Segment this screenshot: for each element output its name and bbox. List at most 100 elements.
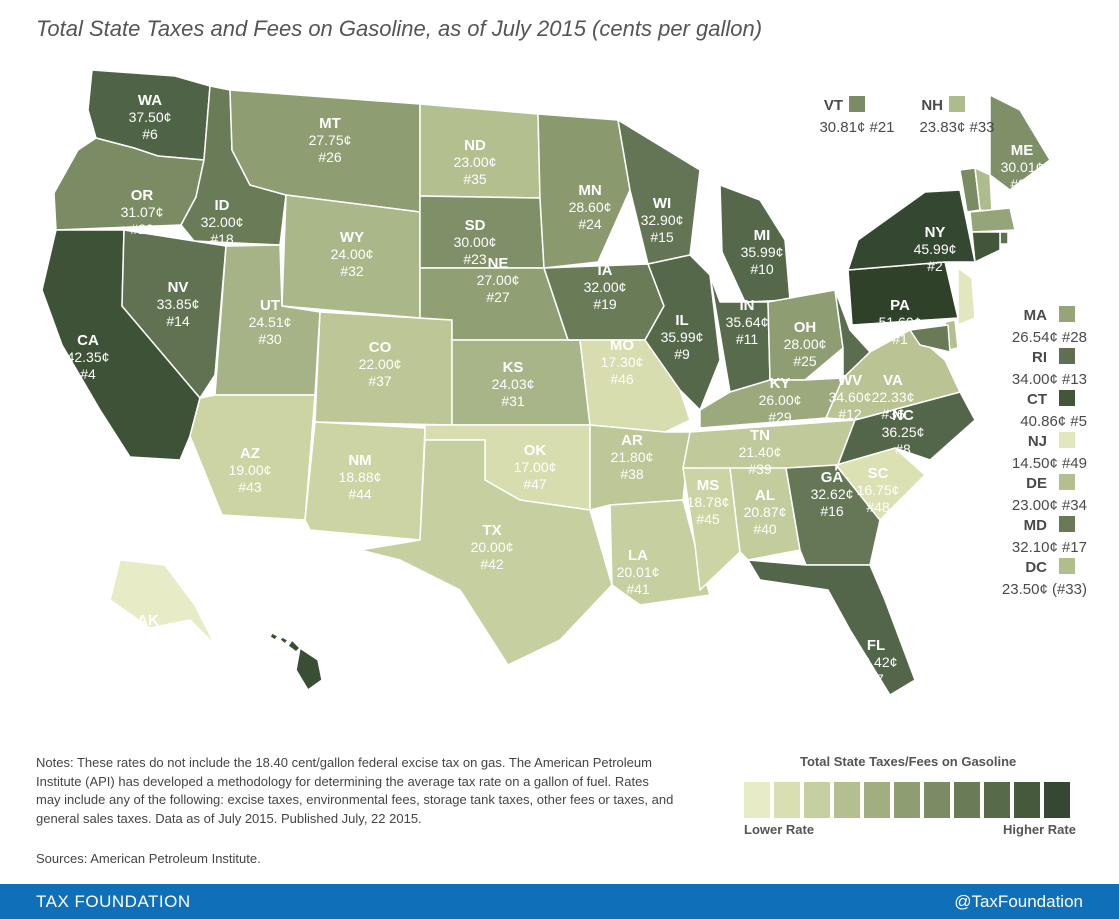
callout-swatch-nj xyxy=(1059,432,1075,448)
sources-text: Sources: American Petroleum Institute. xyxy=(36,851,261,866)
legend-swatch-5 xyxy=(864,782,890,818)
callout-swatch-ma xyxy=(1059,306,1075,322)
state-va xyxy=(825,329,961,421)
callout-value-md: 32.10¢ #17 xyxy=(1012,539,1087,556)
state-value-sd: 30.00¢ xyxy=(454,234,497,250)
legend-title: Total State Taxes/Fees on Gasoline xyxy=(800,754,1017,769)
state-value-ut: 24.51¢ xyxy=(249,314,292,330)
state-md xyxy=(909,324,951,353)
state-value-ca: 42.35¢ xyxy=(67,349,110,365)
callout-label-nh: NH xyxy=(921,97,943,114)
state-rank-mn: #24 xyxy=(578,216,602,232)
legend-swatch-10 xyxy=(1014,782,1040,818)
state-label-ar: AR xyxy=(621,432,643,449)
state-label-la: LA xyxy=(628,547,648,564)
state-value-hi: 45.10¢ xyxy=(289,704,332,720)
state-value-wi: 32.90¢ xyxy=(641,212,684,228)
state-rank-ny: #2 xyxy=(927,258,943,274)
state-ky xyxy=(699,377,844,429)
state-la xyxy=(609,499,711,606)
state-label-mn: MN xyxy=(578,182,601,199)
callout-swatch-nh xyxy=(949,96,965,112)
state-label-sd: SD xyxy=(465,217,486,234)
state-label-fl: FL xyxy=(867,637,885,654)
state-rank-fl: #7 xyxy=(868,671,884,687)
state-value-tn: 21.40¢ xyxy=(739,444,782,460)
callout-value-nj: 14.50¢ #49 xyxy=(1012,455,1087,472)
callout-value-vt: 30.81¢ #21 xyxy=(819,119,894,136)
state-value-ny: 45.99¢ xyxy=(914,241,957,257)
state-ak xyxy=(109,559,216,646)
state-tx xyxy=(359,439,613,666)
legend-swatch-4 xyxy=(834,782,860,818)
state-value-mi: 35.99¢ xyxy=(741,244,784,260)
state-nj xyxy=(957,267,976,326)
state-value-sc: 16.75¢ xyxy=(857,482,900,498)
state-value-ms: 18.78¢ xyxy=(687,494,730,510)
state-rank-ut: #30 xyxy=(258,331,282,347)
state-rank-wi: #15 xyxy=(650,229,674,245)
state-label-il: IL xyxy=(675,312,688,329)
us-choropleth-map: WA37.50¢#6OR31.07¢#20CA42.35¢#4ID32.00¢#… xyxy=(42,70,1087,720)
state-label-wy: WY xyxy=(340,229,364,246)
state-value-oh: 28.00¢ xyxy=(784,336,827,352)
legend-swatch-6 xyxy=(894,782,920,818)
legend-low-label: Lower Rate xyxy=(744,822,815,837)
state-label-wa: WA xyxy=(138,92,162,109)
state-label-ut: UT xyxy=(260,297,280,314)
callout-label-ct: CT xyxy=(1027,391,1047,408)
state-label-hi: HI xyxy=(303,687,318,704)
callout-label-dc: DC xyxy=(1025,559,1047,576)
state-value-ak: 12.25¢ xyxy=(127,629,170,645)
state-rank-or: #20 xyxy=(130,221,154,237)
hi-island-2 xyxy=(279,636,289,645)
state-label-oh: OH xyxy=(794,319,817,336)
state-label-or: OR xyxy=(131,187,154,204)
state-rank-id: #18 xyxy=(210,231,234,247)
state-rank-az: #43 xyxy=(238,479,262,495)
callout-swatch-ct xyxy=(1059,390,1075,406)
callout-swatch-dc xyxy=(1059,558,1075,574)
state-rank-al: #40 xyxy=(753,521,777,537)
state-label-wv: WV xyxy=(838,372,862,389)
state-value-mt: 27.75¢ xyxy=(309,132,352,148)
state-value-co: 22.00¢ xyxy=(359,356,402,372)
state-label-ak: AK xyxy=(137,612,159,629)
state-label-pa: PA xyxy=(890,297,910,314)
state-rank-mt: #26 xyxy=(318,149,342,165)
state-value-wa: 37.50¢ xyxy=(129,109,172,125)
callout-value-de: 23.00¢ #34 xyxy=(1012,497,1087,514)
state-rank-sd: #23 xyxy=(463,251,487,267)
state-label-ne: NE xyxy=(488,255,509,272)
legend-swatch-9 xyxy=(984,782,1010,818)
callout-label-vt: VT xyxy=(824,97,843,114)
state-label-tn: TN xyxy=(750,427,770,444)
state-label-co: CO xyxy=(369,339,392,356)
callout-label-nj: NJ xyxy=(1028,433,1047,450)
state-value-fl: 36.42¢ xyxy=(855,654,898,670)
state-rank-ms: #45 xyxy=(696,511,720,527)
state-value-ga: 32.62¢ xyxy=(811,486,854,502)
hi-island-big xyxy=(295,647,323,691)
state-rank-nc: #8 xyxy=(895,441,911,457)
legend-color-scale xyxy=(744,782,1070,818)
callout-value-ma: 26.54¢ #28 xyxy=(1012,329,1087,346)
callout-label-md: MD xyxy=(1024,517,1047,534)
state-ny xyxy=(847,189,976,271)
legend-swatch-7 xyxy=(924,782,950,818)
footer-bar: TAX FOUNDATION @TaxFoundation xyxy=(0,884,1119,919)
state-rank-mi: #10 xyxy=(750,261,774,277)
legend-swatch-11 xyxy=(1044,782,1070,818)
state-rank-wy: #32 xyxy=(340,263,364,279)
state-label-in: IN xyxy=(740,297,755,314)
state-rank-il: #9 xyxy=(674,346,690,362)
legend-swatch-3 xyxy=(804,782,830,818)
state-rank-wa: #6 xyxy=(142,126,158,142)
state-label-me: ME xyxy=(1011,142,1034,159)
state-oh xyxy=(767,289,844,381)
callout-label-de: DE xyxy=(1026,475,1047,492)
state-rank-ak: #50 xyxy=(136,646,160,662)
state-az xyxy=(189,394,316,521)
state-rank-mo: #46 xyxy=(610,371,634,387)
state-label-al: AL xyxy=(755,487,775,504)
